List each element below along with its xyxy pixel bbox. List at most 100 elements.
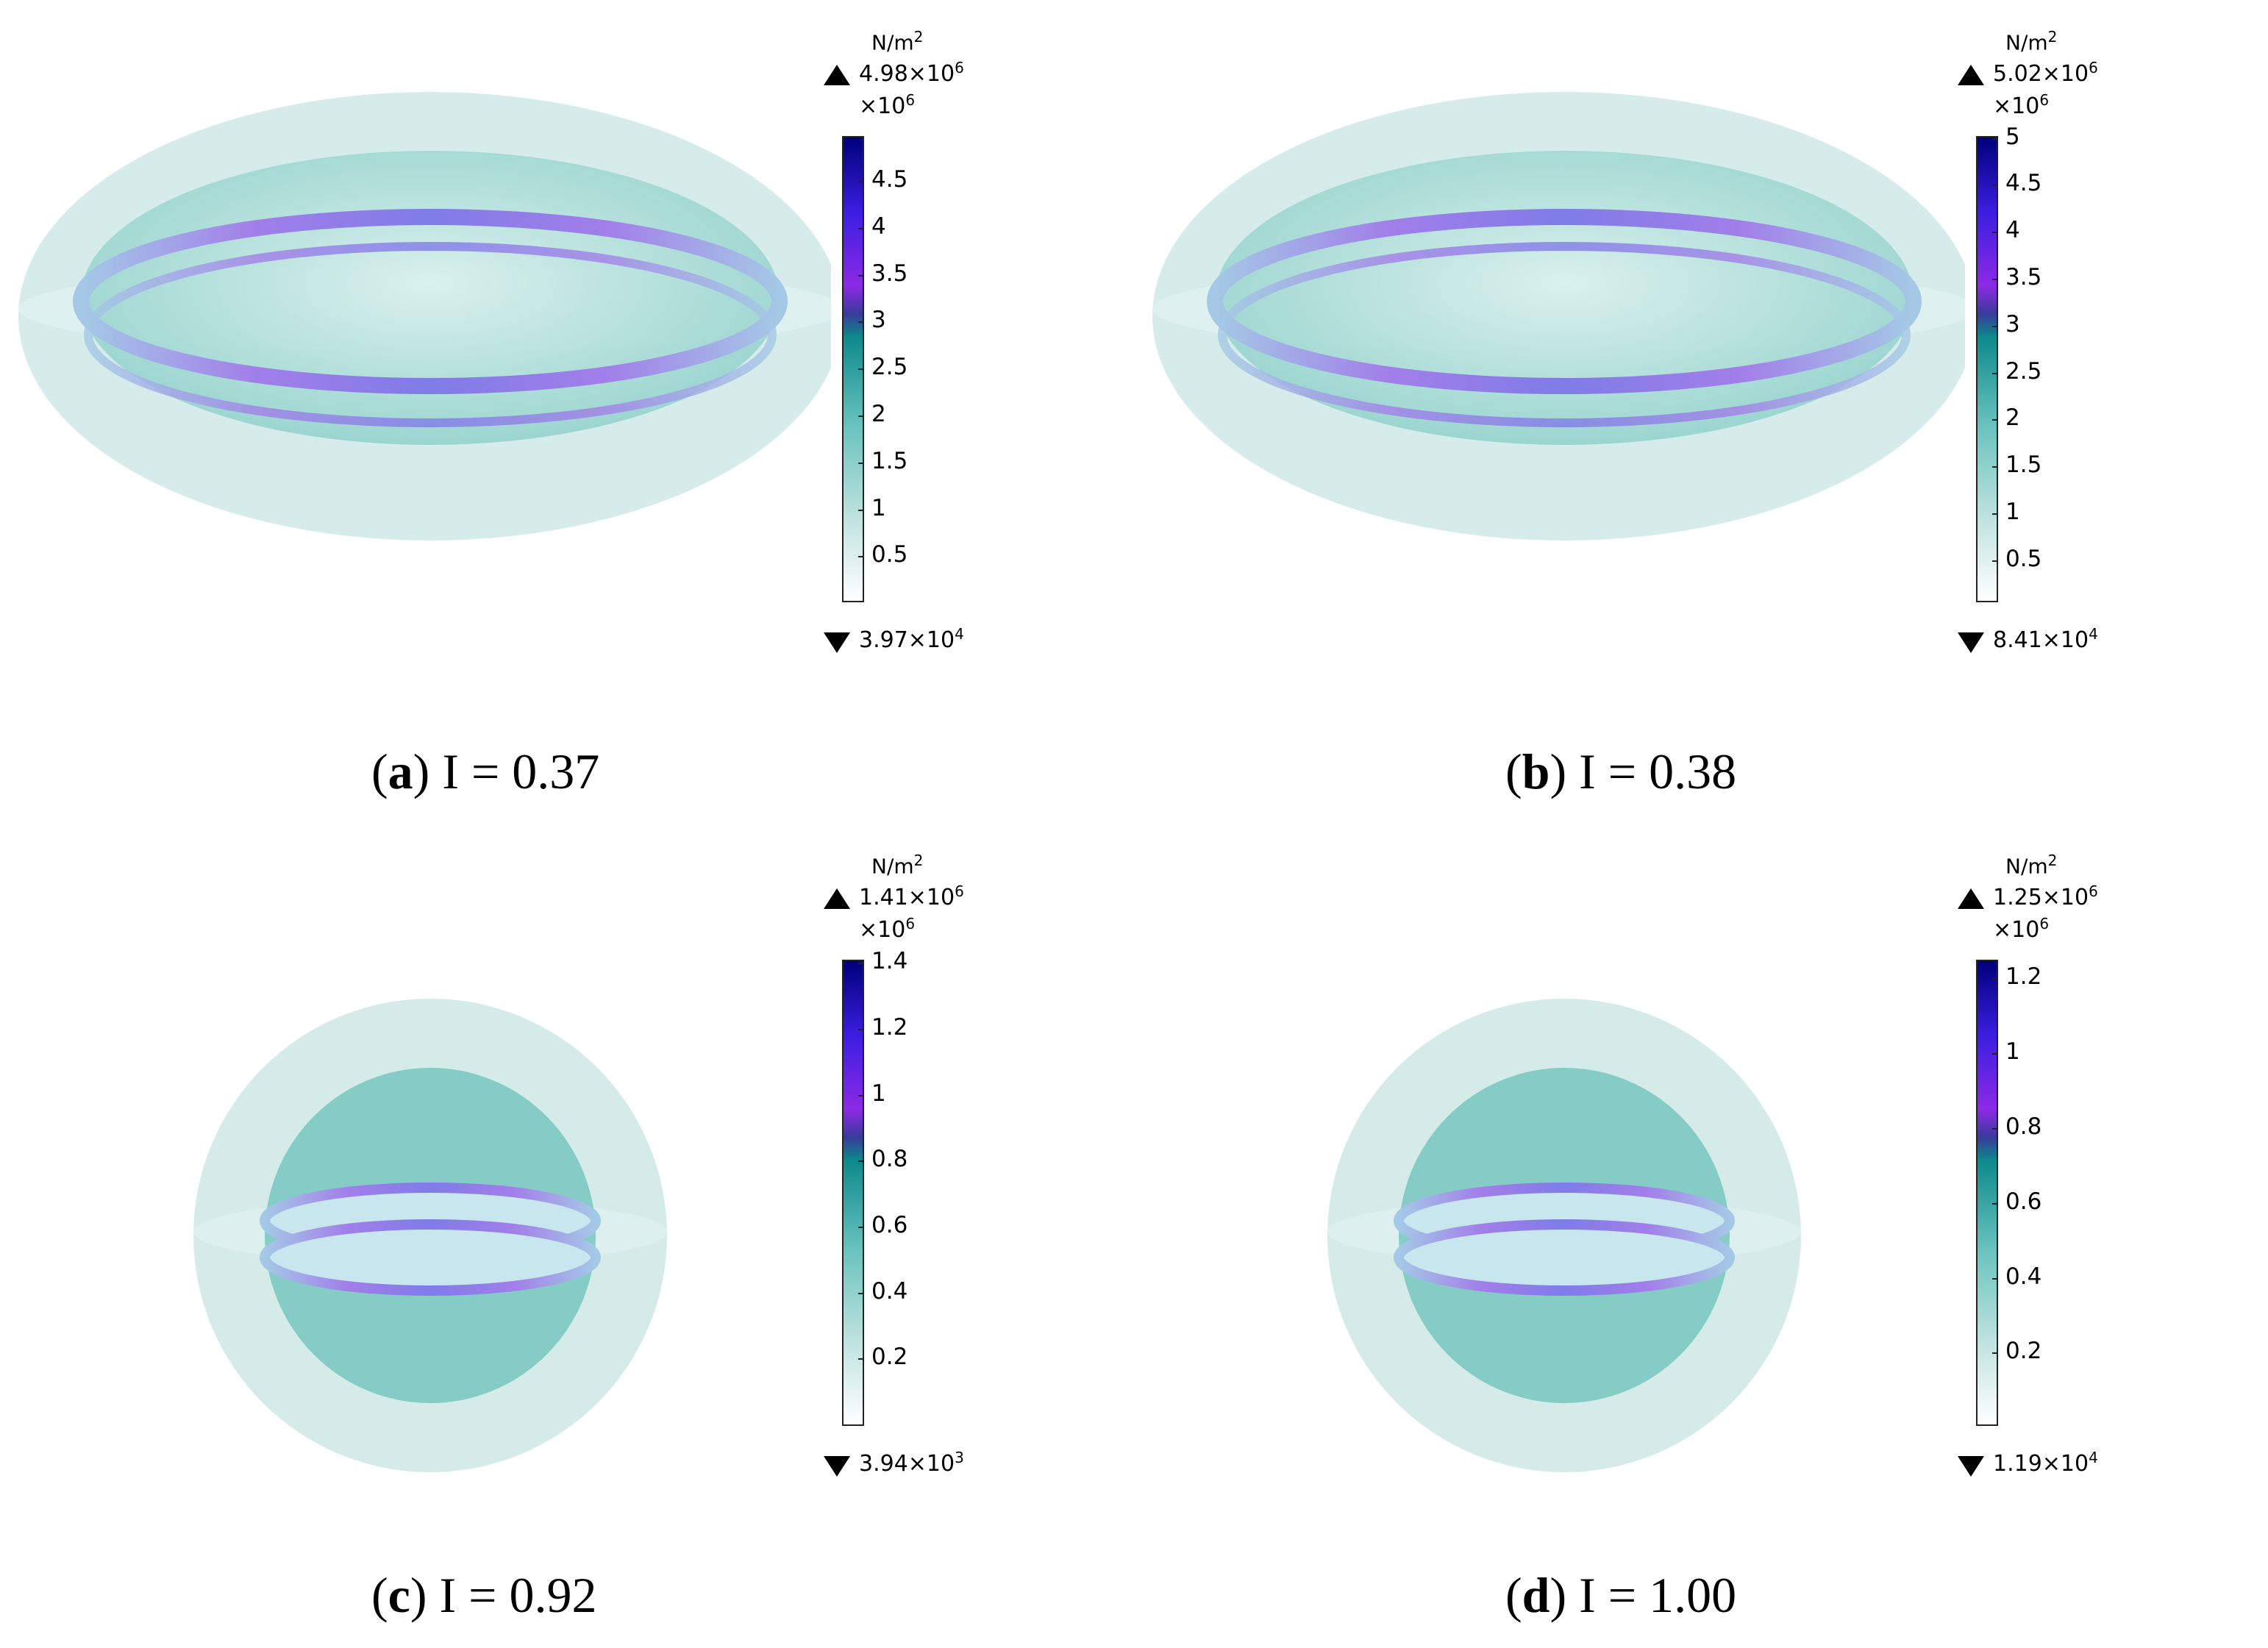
unit-exponent: 2	[913, 28, 924, 46]
colorbar-tick-label: 4	[871, 213, 886, 240]
caption-text: I = 0.38	[1566, 743, 1737, 799]
caption-letter: b	[1522, 743, 1550, 799]
min-value-label: 3.94×103	[859, 1449, 964, 1477]
colorbar-tick	[1992, 325, 1998, 327]
colorbar-tick	[1992, 1352, 1998, 1355]
unit-exponent: 2	[2047, 852, 2058, 869]
stress-band-upper	[73, 209, 788, 394]
scale-exponent: 6	[2039, 91, 2050, 109]
stress-band-lower	[1394, 1219, 1735, 1296]
unit-base: N/m	[871, 30, 914, 55]
max-mantissa: 1.25×10	[1993, 885, 2089, 910]
scale-base: ×10	[1993, 93, 2040, 119]
colorbar-tick	[1992, 1202, 1998, 1205]
max-mantissa: 5.02×10	[1993, 61, 2089, 87]
colorbar-tick-label: 3.5	[2005, 264, 2042, 290]
min-mantissa: 3.97×10	[859, 627, 955, 653]
colorbar-tick-label: 3	[2005, 310, 2020, 338]
panel-d: N/m2 1.25×106 ×106 1.2 1 0.8 0.6 0.4 0.2 1.19×104…	[1134, 824, 2268, 1647]
colorbar-tick	[1992, 185, 1998, 187]
unit-exponent: 2	[913, 852, 924, 869]
colorbar-tick-label: 1	[2005, 499, 2020, 526]
panel-caption: (b) I = 0.38	[1505, 743, 1737, 799]
colorbar-tick	[858, 1292, 864, 1294]
max-value-label: 1.25×106	[1993, 882, 2098, 910]
colorbar-tick-label: 0.5	[2005, 545, 2042, 572]
colorbar-tick-label: 0.4	[871, 1277, 908, 1305]
colorbar-tick	[1992, 1053, 1998, 1055]
unit-base: N/m	[2005, 30, 2048, 55]
colorbar-tick	[858, 227, 864, 229]
colorbar-tick-label: 1	[871, 1080, 886, 1107]
colorbar-tick	[858, 1226, 864, 1228]
surface-plot-a	[18, 92, 831, 541]
colorbar	[1976, 960, 1998, 1426]
scale-exponent: 6	[2039, 915, 2050, 932]
colorbar-tick-label: 4.5	[871, 166, 908, 193]
scale-factor-label: ×106	[1993, 91, 2049, 119]
unit-label: N/m2	[871, 28, 923, 54]
max-value-label: 5.02×106	[1993, 59, 2098, 87]
min-exponent: 4	[2089, 625, 2098, 643]
scale-base: ×10	[859, 917, 906, 943]
max-triangle-icon	[1958, 65, 1984, 85]
scale-base: ×10	[1993, 917, 2040, 943]
colorbar-tick	[858, 462, 864, 464]
min-mantissa: 3.94×10	[859, 1451, 955, 1477]
min-triangle-icon	[824, 1456, 850, 1477]
surface-plot-d	[1327, 999, 1801, 1472]
colorbar-tick	[858, 963, 864, 965]
colorbar-tick	[1992, 372, 1998, 374]
max-value-label: 4.98×106	[859, 59, 964, 87]
min-mantissa: 8.41×10	[1993, 627, 2089, 653]
colorbar-tick	[1992, 560, 1998, 562]
caption-text: I = 1.00	[1566, 1567, 1737, 1623]
colorbar-tick-label: 1.4	[871, 948, 908, 975]
colorbar-tick-label: 2.5	[871, 354, 908, 381]
max-exponent: 6	[2089, 882, 2098, 900]
caption-text: I = 0.37	[429, 743, 600, 799]
colorbar-tick	[1992, 419, 1998, 421]
colorbar-tick	[858, 181, 864, 183]
min-value-label: 1.19×104	[1993, 1449, 2098, 1477]
scale-factor-label: ×106	[1993, 915, 2049, 943]
panel-b: N/m2 5.02×106 ×106 5 4.5 4 3.5 3 2.5 2 1.5 1 0.5 8.41…	[1134, 0, 2268, 824]
stress-band-lower	[84, 242, 777, 427]
colorbar-tick	[858, 321, 864, 324]
max-exponent: 6	[955, 59, 964, 76]
surface-plot-b	[1152, 92, 1965, 541]
colorbar-tick-label: 0.6	[871, 1211, 908, 1238]
colorbar-tick-label: 2.5	[2005, 357, 2042, 385]
colorbar-tick-label: 4.5	[2005, 170, 2042, 197]
max-value-label: 1.41×106	[859, 882, 964, 910]
colorbar-tick-label: 1	[871, 494, 886, 521]
colorbar-tick-label: 1.2	[2005, 963, 2042, 991]
colorbar-tick-label: 0.2	[871, 1344, 908, 1371]
panel-caption: (a) I = 0.37	[371, 743, 600, 799]
colorbar	[1976, 136, 1998, 602]
unit-base: N/m	[2005, 854, 2048, 879]
colorbar-tick-label: 0.2	[2005, 1338, 2042, 1365]
max-mantissa: 4.98×10	[859, 61, 955, 87]
colorbar	[842, 960, 864, 1426]
min-value-label: 8.41×104	[1993, 625, 2098, 653]
colorbar-tick	[1992, 978, 1998, 980]
scale-exponent: 6	[905, 91, 916, 109]
scale-factor-label: ×106	[859, 915, 915, 943]
stress-band-upper	[1207, 209, 1922, 394]
caption-letter: c	[388, 1567, 410, 1623]
colorbar-tick-label: 1	[2005, 1038, 2020, 1066]
colorbar-tick-label: 0.6	[2005, 1188, 2042, 1215]
stress-band-lower	[260, 1219, 601, 1296]
panel-caption: (d) I = 1.00	[1505, 1567, 1737, 1623]
colorbar-tick-label: 2	[2005, 404, 2020, 432]
unit-label: N/m2	[871, 852, 923, 878]
colorbar-tick	[858, 1160, 864, 1163]
colorbar-tick	[1992, 1277, 1998, 1280]
colorbar-tick-label: 4	[2005, 217, 2020, 244]
colorbar-tick	[1992, 232, 1998, 234]
colorbar-tick	[1992, 466, 1998, 468]
colorbar-tick-label: 0.8	[2005, 1113, 2042, 1140]
scale-factor-label: ×106	[859, 91, 915, 119]
colorbar-tick-label: 5	[2005, 123, 2020, 150]
